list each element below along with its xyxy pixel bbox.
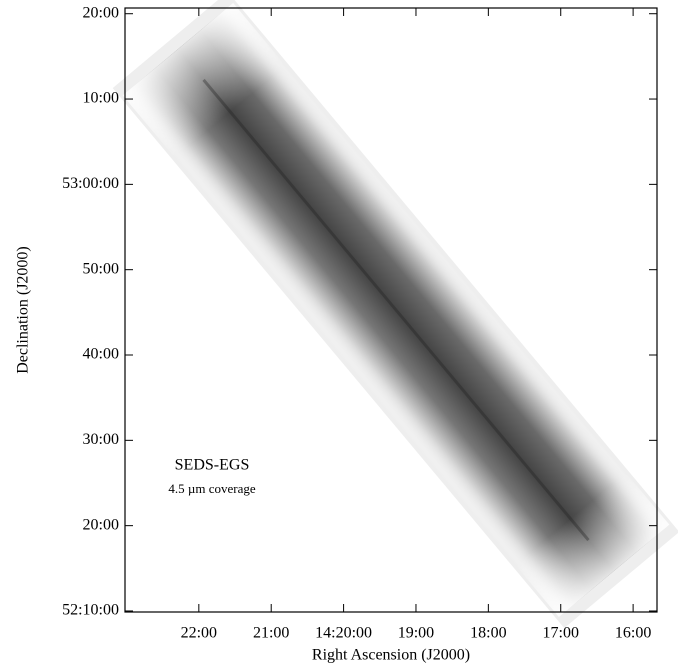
x-tick-label: 14:20:00 — [315, 625, 372, 642]
coverage-fade — [122, 2, 670, 618]
y-tick-label: 20:00 — [83, 4, 119, 21]
y-tick-label: 20:00 — [83, 516, 119, 533]
y-tick-label: 52:10:00 — [62, 602, 119, 619]
coverage-core — [202, 78, 590, 542]
annotation: 4.5 µm coverage — [168, 481, 255, 496]
frame — [124, 7, 658, 613]
x-axis-label: Right Ascension (J2000) — [312, 647, 470, 664]
x-tick-label: 22:00 — [181, 625, 217, 642]
y-tick-label: 53:00:00 — [62, 175, 119, 192]
x-tick-label: 21:00 — [253, 625, 289, 642]
y-tick-label: 40:00 — [83, 346, 119, 363]
annotation: SEDS-EGS — [175, 457, 250, 474]
y-tick-label: 50:00 — [83, 260, 119, 277]
x-tick-label: 19:00 — [398, 625, 434, 642]
x-tick-label: 17:00 — [543, 625, 579, 642]
coverage-map — [112, 0, 678, 629]
x-tick-label: 16:00 — [615, 625, 651, 642]
y-tick-label: 10:00 — [83, 90, 119, 107]
x-tick-label: 18:00 — [470, 625, 506, 642]
y-axis-label: Declination (J2000) — [15, 246, 32, 374]
y-tick-label: 30:00 — [83, 431, 119, 448]
